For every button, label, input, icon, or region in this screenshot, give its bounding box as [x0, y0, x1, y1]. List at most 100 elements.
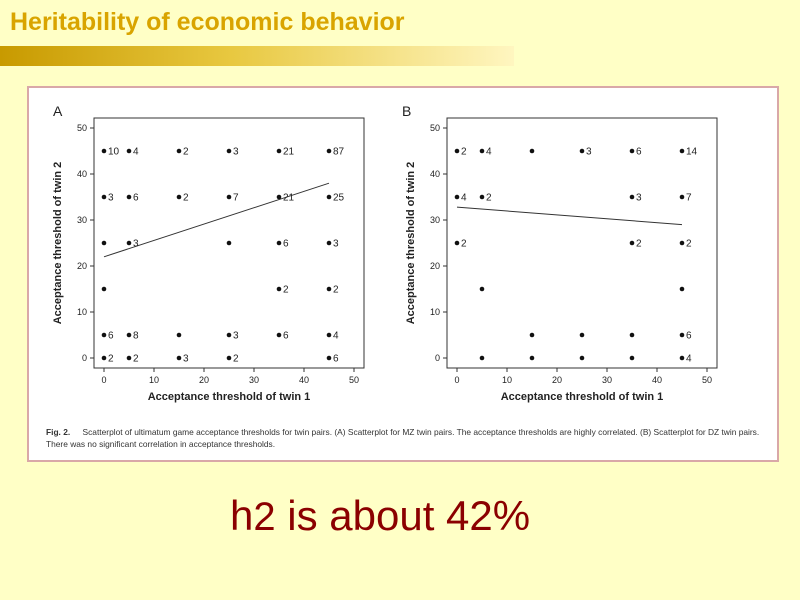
- panel-a-y-tick-label: 10: [77, 307, 87, 317]
- panel-a-point-count-label: 25: [333, 193, 345, 204]
- panel-b-panel-label: B: [402, 103, 411, 119]
- panel-a-data-point: [226, 148, 232, 154]
- panel-a-x-tick-label: 30: [249, 375, 259, 385]
- panel-a-data-point: [176, 332, 182, 338]
- panel-b-data-point: [629, 240, 635, 246]
- panel-a-data-point: [226, 355, 232, 361]
- panel-b-x-tick-label: 30: [602, 375, 612, 385]
- panel-b-point-count-label: 4: [461, 193, 467, 204]
- panel-a-data-point: [101, 148, 107, 154]
- panel-b-data-point: [529, 148, 535, 154]
- panel-b-point-count-label: 6: [636, 147, 642, 158]
- panel-b-point-count-label: 2: [461, 147, 467, 158]
- panel-a-point-count-label: 2: [283, 285, 289, 296]
- title-underline-bar: [0, 46, 514, 66]
- panel-a-point-count-label: 21: [283, 147, 295, 158]
- panel-b-data-point: [679, 286, 685, 292]
- panel-b-x-tick-label: 10: [502, 375, 512, 385]
- panel-a-data-point: [126, 194, 132, 200]
- panel-b-data-point: [579, 355, 585, 361]
- panel-a-data-point: [326, 240, 332, 246]
- slide-title: Heritability of economic behavior: [10, 8, 405, 36]
- panel-a-x-tick-label: 0: [101, 375, 106, 385]
- panel-a-data-point: [101, 286, 107, 292]
- panel-a-data-point: [101, 332, 107, 338]
- panel-a-data-point: [276, 148, 282, 154]
- panel-b-point-count-label: 2: [486, 193, 492, 204]
- heritability-symbol: h: [230, 492, 254, 539]
- panel-a-y-tick-label: 20: [77, 261, 87, 271]
- panel-b-point-count-label: 7: [686, 193, 692, 204]
- panel-b-point-count-label: 14: [686, 147, 698, 158]
- panel-b-data-point: [679, 148, 685, 154]
- caption-text: Scatterplot of ultimatum game acceptance…: [46, 427, 760, 449]
- panel-b-x-tick-label: 40: [652, 375, 662, 385]
- panel-b-point-count-label: 2: [461, 239, 467, 250]
- panel-b-y-axis-label: Acceptance threshold of twin 2: [405, 162, 417, 325]
- panel-a-point-count-label: 10: [108, 147, 120, 158]
- figure-caption: Fig. 2. Scatterplot of ultimatum game ac…: [46, 426, 766, 450]
- panel-b-data-point: [679, 240, 685, 246]
- panel-a-data-point: [176, 148, 182, 154]
- panel-b-data-point: [479, 148, 485, 154]
- panel-a-point-count-label: 6: [133, 193, 139, 204]
- panel-a-data-point: [226, 194, 232, 200]
- panel-b-data-point: [679, 194, 685, 200]
- figure-frame: A 0 10 20 30 40 50 0 10 20 30 40 50 Acceptance thresh…: [27, 86, 779, 462]
- caption-figure-label: Fig. 2.: [46, 427, 71, 437]
- panel-b-point-count-label: 6: [686, 331, 692, 342]
- panel-a-x-tick-label: 40: [299, 375, 309, 385]
- panel-a-plot-frame: [93, 117, 365, 369]
- panel-b-x-tick-label: 20: [552, 375, 562, 385]
- panel-b-data-point: [629, 148, 635, 154]
- panel-b-point-count-label: 3: [586, 147, 592, 158]
- panel-a-data-point: [176, 355, 182, 361]
- panel-a-data-point: [276, 332, 282, 338]
- panel-a-data-point: [326, 332, 332, 338]
- panel-a-y-tick-label: 0: [82, 353, 87, 363]
- panel-a-data-point: [101, 355, 107, 361]
- panel-a-point-count-label: 3: [333, 239, 339, 250]
- panel-a-point-count-label: 6: [283, 331, 289, 342]
- panel-a-point-count-label: 4: [333, 331, 339, 342]
- panel-b-data-point: [629, 332, 635, 338]
- panel-a-y-tick-label: 40: [77, 169, 87, 179]
- panel-a-point-count-label: 2: [108, 354, 114, 365]
- panel-a-data-point: [276, 194, 282, 200]
- panel-b-point-count-label: 4: [686, 354, 692, 365]
- panel-a-data-point: [326, 286, 332, 292]
- panel-b-y-tick-label: 30: [430, 215, 440, 225]
- panel-a-data-point: [126, 240, 132, 246]
- panel-a-data-point: [101, 194, 107, 200]
- panel-b-plot-frame: [446, 117, 718, 369]
- panel-a-point-count-label: 4: [133, 147, 139, 158]
- panel-b-x-tick-label: 0: [454, 375, 459, 385]
- panel-a-point-count-label: 2: [133, 354, 139, 365]
- panel-b-y-tick-label: 10: [430, 307, 440, 317]
- panel-a-point-count-label: 2: [333, 285, 339, 296]
- panel-b-data-point: [529, 332, 535, 338]
- heritability-exponent: 2: [253, 495, 276, 539]
- heritability-value-text: is about 42%: [275, 492, 531, 539]
- panel-b-data-point: [529, 355, 535, 361]
- panel-a-point-count-label: 3: [183, 354, 189, 365]
- panel-b-data-point: [479, 355, 485, 361]
- panel-b-point-count-label: 3: [636, 193, 642, 204]
- panel-a-data-point: [276, 286, 282, 292]
- panel-a-data-point: [176, 194, 182, 200]
- panel-a-data-point: [101, 240, 107, 246]
- panel-b-data-point: [679, 355, 685, 361]
- panel-a-point-count-label: 2: [183, 147, 189, 158]
- panel-a-point-count-label: 2: [233, 354, 239, 365]
- panel-a-data-point: [326, 148, 332, 154]
- panel-b-point-count-label: 4: [486, 147, 492, 158]
- panel-b-point-count-label: 2: [636, 239, 642, 250]
- panel-b-y-tick-label: 0: [435, 353, 440, 363]
- heritability-statement: h2 is about 42%: [230, 492, 530, 540]
- panel-b-data-point: [479, 194, 485, 200]
- panel-a-point-count-label: 3: [233, 147, 239, 158]
- panel-b-data-point: [629, 355, 635, 361]
- panel-a-point-count-label: 2: [183, 193, 189, 204]
- panel-a-data-point: [126, 355, 132, 361]
